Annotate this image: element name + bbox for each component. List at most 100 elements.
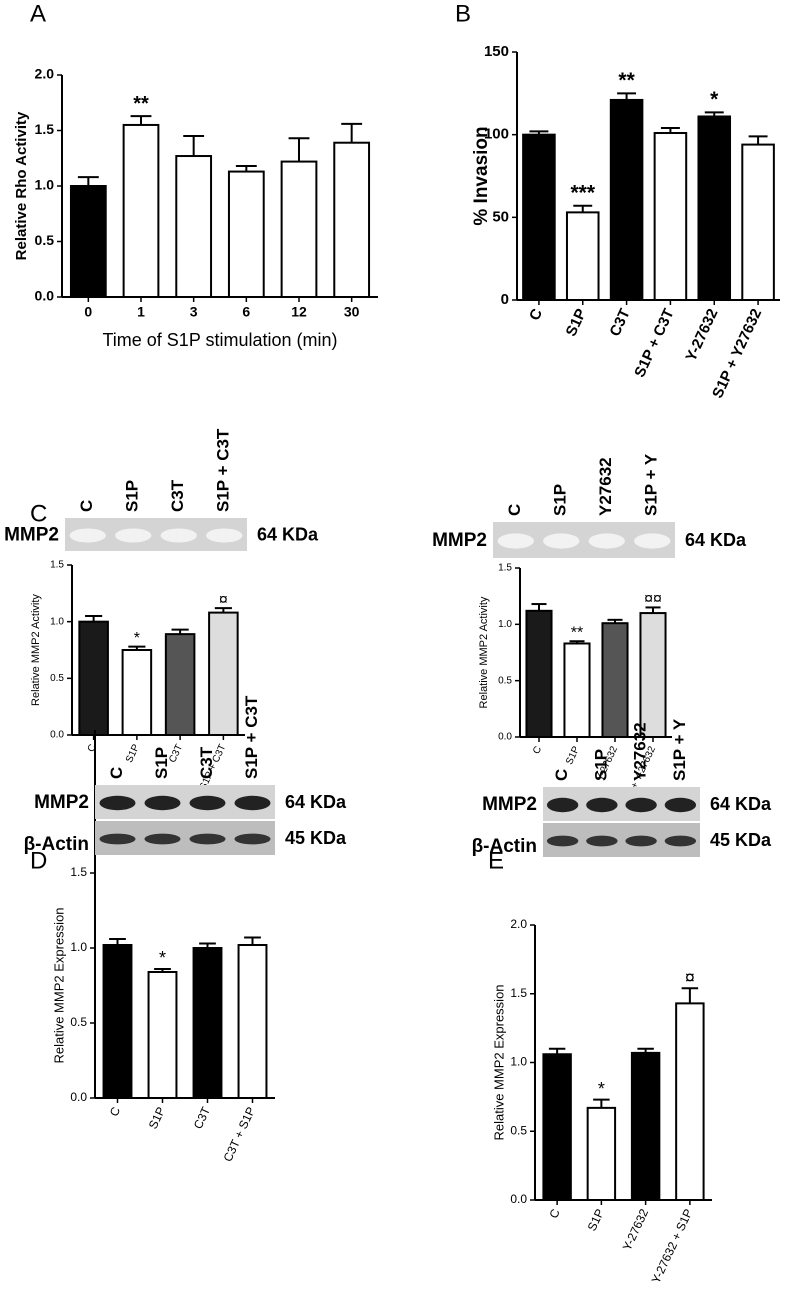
y-axis-label: Relative MMP2 Expression — [491, 984, 506, 1140]
panel: A 0.0 0.5 1.0 1.5 2.0 Relative Rho Activity Tim… — [13, 0, 378, 350]
blot-band — [189, 833, 226, 845]
y-tick-label: 1.5 — [510, 986, 527, 1000]
significance: ¤ — [685, 967, 695, 987]
blot-band — [586, 835, 618, 847]
y-axis-label: Relative MMP2 Expression — [51, 907, 66, 1063]
blot-band — [160, 528, 197, 543]
y-tick-label: 150 — [484, 43, 509, 60]
y-tick-label: 0.0 — [35, 288, 55, 304]
bar — [102, 944, 133, 1099]
blot-label: MMP2 — [482, 794, 537, 815]
panel-letter: E — [488, 847, 504, 874]
blot-band — [144, 833, 181, 845]
y-tick-label: 0.0 — [498, 732, 512, 743]
x-tick-label: S1P — [124, 742, 142, 764]
y-tick-label: 1.5 — [498, 563, 512, 574]
bar — [563, 642, 591, 739]
bar — [333, 141, 371, 298]
x-tick-label: S1P — [563, 306, 590, 339]
lane-label: S1P — [551, 484, 570, 516]
significance: * — [159, 948, 166, 968]
bar — [122, 123, 160, 298]
y-tick-label: 0.5 — [50, 673, 64, 684]
significance: ¤ — [219, 591, 228, 608]
y-tick-label: 0 — [501, 291, 509, 308]
y-axis-label: Relative MMP2 Activity — [30, 594, 42, 706]
y-tick-label: 2.0 — [35, 66, 55, 82]
y-tick-label: 1.0 — [50, 616, 64, 627]
x-tick-label: Y-27632 — [682, 306, 721, 364]
y-tick-label: 1.0 — [510, 1055, 527, 1069]
bar — [630, 1051, 661, 1201]
y-tick-label: 0.5 — [510, 1123, 527, 1137]
blot-band — [234, 833, 271, 845]
lane-label: S1P — [123, 480, 142, 512]
blot-size: 64 KDa — [710, 794, 772, 814]
blot-label: MMP2 — [432, 530, 487, 551]
x-tick-label: S1P — [146, 1105, 168, 1131]
y-tick-label: 1.0 — [70, 940, 87, 954]
blot-band — [144, 795, 181, 811]
lane-label: Y27632 — [631, 722, 650, 781]
panel: E 0.0 0.5 1.0 1.5 2.0 Relative MMP2 Expression… — [472, 718, 772, 1286]
x-tick-label: 0 — [84, 304, 92, 320]
y-tick-label: 1.5 — [70, 865, 87, 879]
blot-size: 64 KDa — [257, 524, 319, 544]
lane-label: C — [552, 769, 571, 781]
bar — [542, 1053, 572, 1201]
significance: ** — [571, 624, 583, 641]
blot-band — [625, 835, 657, 847]
bar — [208, 611, 239, 736]
x-tick-label: C — [531, 745, 544, 756]
bar — [525, 609, 553, 739]
blot-band — [546, 797, 579, 813]
y-tick-label: 0.0 — [50, 730, 64, 741]
bar — [653, 132, 688, 301]
blot-size: 64 KDa — [685, 530, 747, 550]
y-tick-label: 1.0 — [35, 177, 55, 193]
bar — [586, 1106, 617, 1201]
y-tick-label: 50 — [492, 208, 509, 225]
bar — [639, 612, 667, 738]
bar — [78, 620, 109, 737]
lane-label: S1P + Y — [642, 453, 661, 516]
x-tick-label: C — [107, 1104, 123, 1118]
blot-band — [664, 835, 697, 847]
blot-band — [546, 835, 579, 847]
blot-band — [99, 795, 136, 811]
y-tick-label: 0.5 — [35, 232, 55, 248]
blot-label: β-Actin — [472, 836, 537, 857]
panel-letter: B — [455, 0, 471, 27]
y-tick-label: 1.5 — [50, 560, 64, 571]
blot-band — [543, 533, 580, 549]
bar — [601, 622, 629, 738]
lane-label: C — [505, 504, 524, 516]
x-tick-label: 6 — [242, 304, 250, 320]
lane-label: C3T — [197, 746, 216, 779]
x-tick-label: S1P — [564, 744, 582, 766]
x-tick-label: 3 — [190, 304, 198, 320]
x-tick-label: C — [526, 306, 546, 323]
bar — [522, 133, 556, 301]
x-tick-label: C — [86, 743, 99, 754]
lane-label: S1P — [591, 749, 610, 781]
lane-label: Y27632 — [596, 457, 615, 516]
blot-band — [99, 833, 136, 845]
y-axis-label: Relative MMP2 Activity — [478, 596, 490, 708]
blot-label: MMP2 — [4, 525, 59, 546]
y-axis-label: % Invasion — [471, 126, 492, 225]
significance: *** — [570, 181, 595, 204]
bar — [192, 947, 223, 1099]
y-axis-label: Relative Rho Activity — [13, 111, 30, 260]
x-tick-label: S1P + C3T — [631, 306, 677, 380]
blot-band — [497, 533, 534, 549]
bar — [237, 944, 268, 1099]
bar — [675, 1002, 705, 1201]
blot-band — [69, 528, 106, 543]
bar — [741, 143, 775, 301]
blot-band — [115, 528, 152, 543]
y-tick-label: 0.0 — [70, 1090, 87, 1104]
x-tick-label: 12 — [291, 304, 307, 320]
blot-band — [588, 533, 625, 549]
bar — [147, 971, 178, 1099]
